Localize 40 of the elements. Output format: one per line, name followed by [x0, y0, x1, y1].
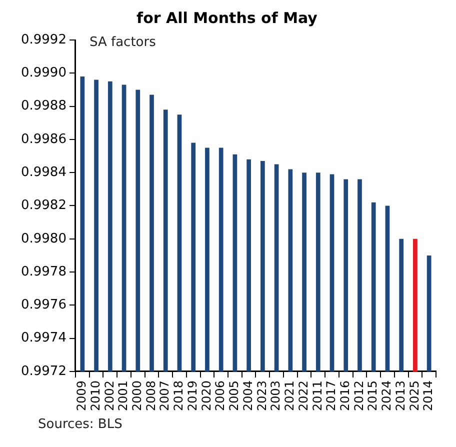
x-tick-label: 2022 — [296, 380, 310, 412]
x-tick-label: 2013 — [393, 380, 408, 412]
y-tick-label: 0.9980 — [20, 231, 66, 246]
x-tick-label: 2018 — [172, 380, 186, 412]
source-note: Sources: BLS — [38, 416, 122, 432]
x-tick-label: 2014 — [421, 380, 436, 412]
y-tick-label: 0.9988 — [20, 98, 66, 114]
x-tick-label: 2023 — [254, 380, 269, 412]
y-tick-label: 0.9982 — [20, 198, 66, 214]
y-tick-label: 0.9984 — [20, 164, 66, 180]
x-tick-label: 2021 — [282, 380, 297, 412]
y-tick-label: 0.9972 — [20, 364, 66, 379]
x-tick-label: 2012 — [352, 380, 366, 412]
x-tick-label: 2000 — [130, 380, 144, 412]
x-tick-label: 2020 — [199, 380, 214, 412]
x-tick-label: 2001 — [116, 380, 130, 412]
y-tick-label: 0.9992 — [20, 32, 66, 48]
y-tick-label: 0.9974 — [20, 330, 66, 346]
x-tick-label: 2006 — [213, 380, 228, 412]
x-tick-label: 2010 — [88, 380, 102, 412]
x-tick-label: 2004 — [240, 380, 255, 412]
x-tick-label: 2011 — [310, 380, 324, 412]
x-tick-label: 2019 — [185, 380, 200, 412]
chart-title: for All Months of May — [136, 8, 318, 27]
x-tick-label: 2025 — [407, 380, 422, 412]
y-tick-label: 0.9986 — [20, 132, 66, 147]
x-tick-label: 2015 — [366, 380, 380, 412]
x-tick-label: 2017 — [324, 380, 338, 412]
x-tick-label: 2016 — [338, 380, 352, 412]
x-tick-label: 2005 — [227, 380, 242, 412]
x-tick-label: 2003 — [268, 380, 283, 412]
x-tick-label: 2007 — [158, 380, 172, 412]
annotation: SA factors — [89, 34, 156, 50]
x-tick-label: 2008 — [144, 380, 158, 412]
x-tick-label: 2002 — [102, 380, 116, 412]
y-tick-label: 0.9978 — [20, 264, 66, 280]
x-tick-label: 2009 — [74, 380, 89, 412]
y-tick-label: 0.9976 — [20, 298, 66, 313]
y-tick-label: 0.9990 — [20, 66, 66, 81]
x-tick-label: 2024 — [380, 380, 394, 412]
